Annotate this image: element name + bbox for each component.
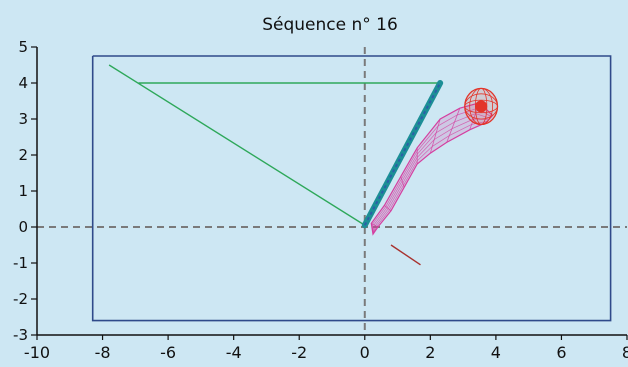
y-tick-label: 2 [18, 146, 28, 164]
x-tick-label: 8 [622, 343, 628, 362]
sphere-core [475, 100, 488, 113]
boundary-rectangle [91, 55, 612, 322]
x-tick-label: -4 [226, 343, 242, 362]
chart-title: Séquence n° 16 [262, 15, 398, 35]
mesh-rung [446, 108, 461, 143]
mesh-strand [372, 118, 489, 235]
mesh-strand [372, 113, 491, 235]
sphere-meridian [469, 88, 494, 125]
reference-lines [37, 47, 627, 335]
x-tick-label: 2 [425, 343, 435, 362]
x-tick-label: -6 [160, 343, 176, 362]
y-tick-label: -3 [13, 326, 28, 344]
x-tick-label: 4 [491, 343, 501, 362]
series-layer [91, 55, 612, 322]
sphere-parallel [464, 93, 498, 120]
mesh-strand [372, 107, 492, 235]
y-tick-label: -2 [13, 290, 28, 308]
y-tick-label: 4 [18, 74, 28, 92]
mesh-rung [429, 118, 441, 154]
y-tick-label: 0 [18, 218, 28, 236]
x-tick-label: 6 [556, 343, 566, 362]
y-tick-label: -1 [13, 254, 28, 272]
x-tick-label: 0 [360, 343, 370, 362]
series-band-highlight [363, 82, 442, 226]
y-tick-label: 3 [18, 110, 28, 128]
mesh-strand [372, 120, 488, 235]
x-tick-label: -10 [24, 343, 50, 362]
series-line-5 [390, 244, 421, 266]
x-tick-label: -2 [291, 343, 307, 362]
y-tick-label: 1 [18, 182, 28, 200]
series-sphere [464, 87, 499, 126]
y-tick-label: 5 [18, 38, 28, 56]
x-tick-label: -8 [95, 343, 111, 362]
